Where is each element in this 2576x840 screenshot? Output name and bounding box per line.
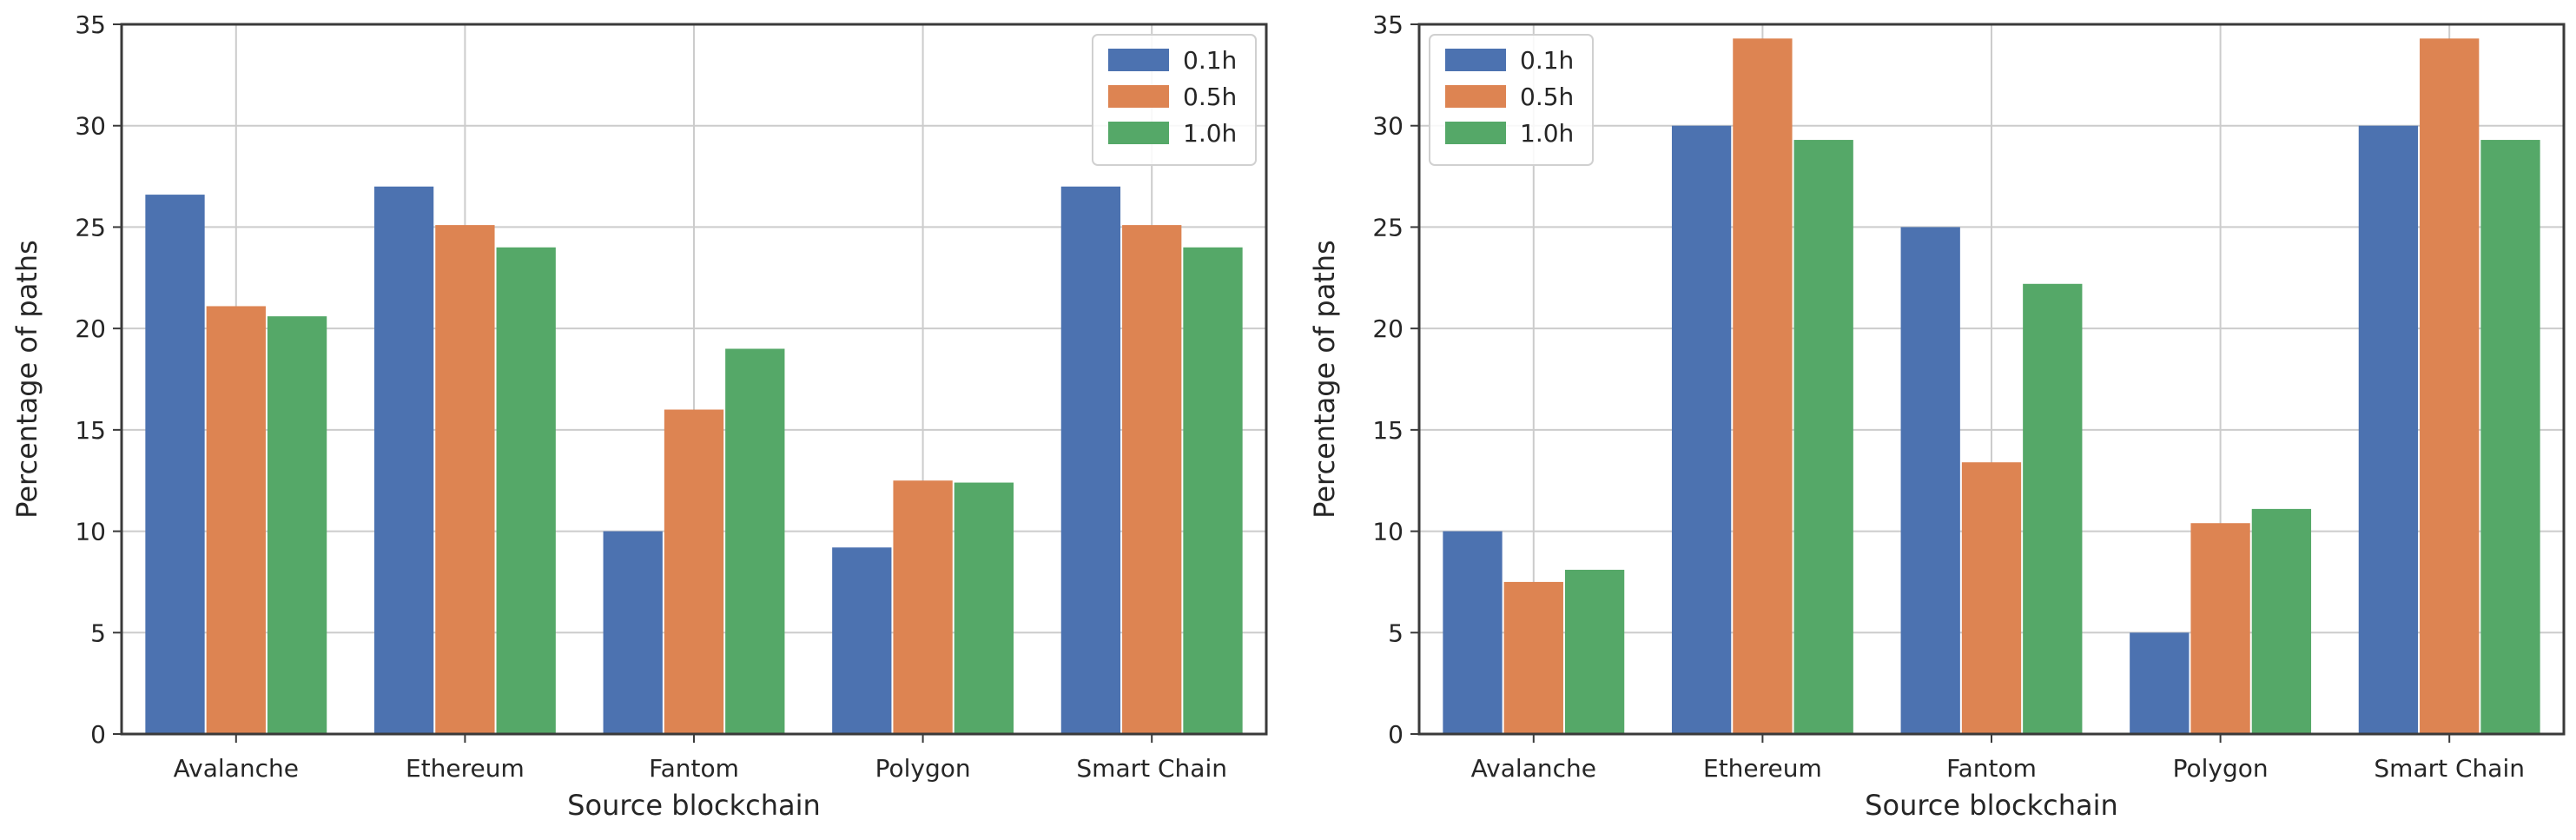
left-bar-0.5h-ethereum bbox=[435, 225, 495, 734]
left-bar-0.1h-avalanche bbox=[145, 195, 205, 734]
left-legend-label-0.5h: 0.5h bbox=[1183, 83, 1237, 111]
left-chart: 0 5 10 15 20 25 30 35 Avalanche Ethereum Fantom Pol… bbox=[10, 10, 1268, 822]
right-ytick-label: 25 bbox=[1372, 213, 1404, 241]
left-ytick-label: 30 bbox=[75, 112, 106, 141]
right-bar-0.1h-polygon bbox=[2130, 632, 2190, 734]
left-ytick-label: 10 bbox=[75, 518, 106, 546]
right-bar-1.0h-fantom bbox=[2023, 283, 2083, 734]
left-ytick-label: 35 bbox=[75, 10, 106, 39]
right-legend-label-0.1h: 0.1h bbox=[1520, 46, 1574, 75]
right-xtick-label: Polygon bbox=[2173, 754, 2269, 783]
left-ytick-label: 0 bbox=[90, 720, 106, 749]
right-bar-0.5h-smart-chain bbox=[2420, 38, 2480, 734]
left-ytick-label: 5 bbox=[90, 618, 106, 647]
right-y-axis-label: Percentage of paths bbox=[1308, 240, 1341, 519]
left-bar-1.0h-fantom bbox=[725, 348, 785, 734]
left-ytick-label: 15 bbox=[75, 416, 106, 445]
right-bar-0.5h-fantom bbox=[1961, 462, 2022, 734]
left-xtick-label: Ethereum bbox=[406, 754, 525, 783]
right-legend-label-0.5h: 0.5h bbox=[1520, 83, 1574, 111]
right-xtick-label: Ethereum bbox=[1703, 754, 1822, 783]
right-ytick-label: 30 bbox=[1372, 112, 1404, 141]
left-legend-swatch-0.1h bbox=[1108, 49, 1169, 71]
left-bar-1.0h-avalanche bbox=[267, 316, 327, 734]
right-legend-label-1.0h: 1.0h bbox=[1520, 119, 1574, 148]
left-xtick-label: Avalanche bbox=[174, 754, 299, 783]
right-ytick-label: 5 bbox=[1388, 618, 1404, 647]
right-bar-1.0h-avalanche bbox=[1564, 569, 1625, 734]
left-bar-0.1h-smart-chain bbox=[1060, 186, 1121, 734]
right-bar-0.5h-polygon bbox=[2190, 523, 2250, 734]
right-bar-1.0h-smart-chain bbox=[2480, 140, 2540, 734]
right-x-axis-label: Source blockchain bbox=[1865, 789, 2118, 822]
right-legend-swatch-0.1h bbox=[1445, 49, 1506, 71]
right-ytick-label: 0 bbox=[1388, 720, 1404, 749]
right-bar-0.1h-ethereum bbox=[1671, 125, 1732, 734]
left-bar-0.1h-fantom bbox=[603, 531, 663, 734]
right-bar-0.1h-fantom bbox=[1900, 227, 1960, 734]
left-legend-label-0.1h: 0.1h bbox=[1183, 46, 1237, 75]
right-bar-0.1h-smart-chain bbox=[2358, 125, 2419, 734]
left-xtick-label: Polygon bbox=[875, 754, 971, 783]
left-bar-0.5h-polygon bbox=[893, 480, 953, 734]
right-xtick-label: Fantom bbox=[1946, 754, 2037, 783]
left-bar-0.5h-fantom bbox=[664, 409, 724, 734]
right-bar-0.1h-avalanche bbox=[1443, 531, 1503, 734]
right-xtick-label: Smart Chain bbox=[2374, 754, 2525, 783]
right-bar-1.0h-ethereum bbox=[1793, 140, 1853, 734]
right-legend: 0.1h 0.5h 1.0h bbox=[1429, 34, 1594, 166]
left-bar-1.0h-polygon bbox=[954, 482, 1014, 734]
right-bar-1.0h-polygon bbox=[2251, 508, 2312, 734]
right-bar-0.5h-avalanche bbox=[1503, 581, 1563, 734]
right-xtick-label: Avalanche bbox=[1471, 754, 1596, 783]
left-legend-label-1.0h: 1.0h bbox=[1183, 119, 1237, 148]
right-chart: 0 5 10 15 20 25 30 35 Avalanche Ethereum Fantom Pol… bbox=[1308, 10, 2566, 822]
left-bar-0.1h-polygon bbox=[832, 547, 892, 734]
left-bar-1.0h-smart-chain bbox=[1183, 247, 1243, 734]
right-ytick-label: 15 bbox=[1372, 416, 1404, 445]
left-ytick-label: 25 bbox=[75, 213, 106, 241]
right-ytick-label: 35 bbox=[1372, 10, 1404, 39]
left-legend: 0.1h 0.5h 1.0h bbox=[1092, 34, 1257, 166]
left-legend-swatch-1.0h bbox=[1108, 122, 1169, 144]
left-xtick-label: Smart Chain bbox=[1076, 754, 1227, 783]
left-y-axis-label: Percentage of paths bbox=[10, 240, 43, 519]
right-legend-swatch-0.5h bbox=[1445, 85, 1506, 108]
left-x-axis-label: Source blockchain bbox=[567, 789, 821, 822]
right-legend-swatch-1.0h bbox=[1445, 122, 1506, 144]
left-bar-1.0h-ethereum bbox=[496, 247, 556, 734]
right-ytick-label: 20 bbox=[1372, 314, 1404, 343]
left-xtick-label: Fantom bbox=[649, 754, 739, 783]
left-ytick-label: 20 bbox=[75, 314, 106, 343]
right-ytick-label: 10 bbox=[1372, 518, 1404, 546]
left-bar-0.1h-ethereum bbox=[373, 186, 434, 734]
left-bar-0.5h-smart-chain bbox=[1122, 225, 1182, 734]
left-bar-0.5h-avalanche bbox=[206, 306, 266, 734]
left-legend-swatch-0.5h bbox=[1108, 85, 1169, 108]
right-bar-0.5h-ethereum bbox=[1733, 38, 1793, 734]
